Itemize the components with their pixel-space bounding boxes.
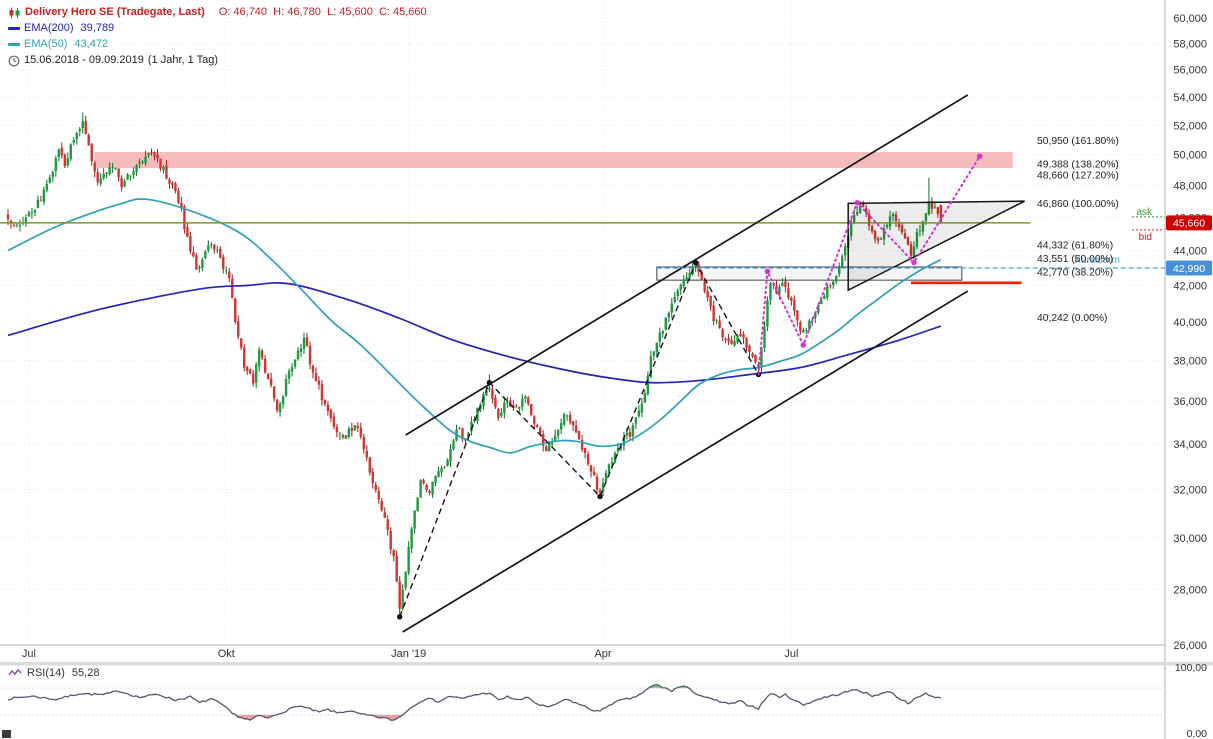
trend-channel-lower[interactable]	[402, 290, 969, 633]
y-axis-label: 44,000	[1173, 246, 1207, 258]
ema200-legend[interactable]: EMA(200) 39,789	[8, 21, 427, 36]
projection-node	[764, 268, 771, 275]
period-detail: (1 Jahr, 1 Tag)	[147, 54, 219, 66]
ask-label: ask	[1136, 207, 1153, 218]
fib-labels: 50,950 (161.80%) 49,388 (138.20%)48,660 (…	[1037, 136, 1119, 324]
fib-label: 42,770 (38.20%)	[1037, 267, 1113, 278]
y-axis-label: 56,000	[1173, 65, 1207, 77]
y-axis-label: 28,000	[1173, 585, 1207, 597]
zigzag-node	[396, 614, 403, 620]
y-axis-label: 40,000	[1173, 317, 1207, 329]
projection-node	[854, 200, 860, 206]
price-axis[interactable]: 60,000 58,000 56,000 54,000 52,000 50,000 48,0…	[1173, 13, 1207, 652]
x-axis-label: Jul	[22, 648, 36, 660]
x-axis-label: Apr	[594, 648, 611, 660]
fib-label: 49,388 (138.20%)	[1037, 159, 1119, 170]
y-axis-label: 54,000	[1173, 92, 1207, 104]
y-axis-label: 26,000	[1173, 640, 1207, 652]
y-axis-label: 48,000	[1173, 180, 1207, 192]
fib-label: 48,660 (127.20%)	[1037, 171, 1119, 182]
instrument-icon	[8, 7, 21, 19]
ema50-line	[7, 198, 942, 454]
y-axis-label: 52,000	[1173, 120, 1207, 132]
zigzag-node	[597, 493, 603, 500]
rsi-label: RSI(14)	[27, 667, 65, 679]
fib-label: 50,950 (161.80%)	[1037, 136, 1119, 147]
y-axis-label: 42,000	[1173, 281, 1207, 293]
y-axis-label: 34,000	[1173, 439, 1207, 451]
x-axis-label: Jul	[784, 648, 798, 660]
zigzag-node	[486, 379, 493, 386]
alarm-price-badge-text: 42,990	[1173, 263, 1205, 275]
y-axis-label: 38,000	[1173, 356, 1207, 368]
resistance-band	[94, 152, 1013, 169]
trend-channel-upper[interactable]	[405, 94, 969, 436]
instrument-row: Delivery Hero SE (Tradegate, Last) O: 46…	[8, 5, 427, 20]
y-axis-label: 60,000	[1173, 13, 1207, 25]
ema50-swatch-icon	[8, 43, 20, 46]
y-axis-label: 50,000	[1173, 150, 1207, 162]
last-price-badge-text: 45,660	[1173, 218, 1205, 230]
rsi-axis-top-label: 100,00	[1175, 662, 1207, 674]
last-price-badge	[1166, 215, 1212, 231]
projection-node	[800, 342, 807, 348]
ema50-label: EMA(50)	[24, 38, 68, 50]
instrument-title: Delivery Hero SE (Tradegate, Last)	[25, 6, 205, 18]
fib-label: 40,242 (0.00%)	[1037, 313, 1107, 324]
y-axis-label: 58,000	[1173, 38, 1207, 50]
projection-node	[977, 153, 983, 159]
panel-separator[interactable]	[0, 662, 1213, 666]
fib-label: 44,332 (61.80%)	[1037, 240, 1113, 251]
ohlc-values: O: 46,740 H: 46,780 L: 45,600 C: 45,660	[218, 6, 427, 18]
x-axis-labels[interactable]: Jul Okt Jan '19 Apr Jul	[22, 648, 799, 660]
ema200-value: 39,789	[80, 22, 115, 34]
rsi-axis-bottom-label: 0,00	[1187, 728, 1208, 739]
ema200-swatch-icon	[8, 27, 20, 30]
fib-label: 46,860 (100.00%)	[1037, 199, 1119, 210]
ema50-value: 43,472	[74, 38, 109, 50]
elliott-zigzag[interactable]	[399, 261, 760, 618]
zigzag-node	[693, 259, 699, 266]
x-axis-label: Jan '19	[391, 648, 426, 660]
fib-label: 43,551 (50.00%)	[1037, 254, 1113, 265]
ema50-legend[interactable]: EMA(50) 43,472	[8, 37, 427, 52]
period-range: 15.06.2018 - 09.09.2019	[24, 54, 144, 66]
ema200-label: EMA(200)	[24, 22, 74, 34]
alarm-label: Kursalarm	[1074, 255, 1120, 266]
clock-icon	[8, 55, 20, 67]
projection-node	[911, 259, 917, 266]
alarm-price-badge[interactable]	[1166, 260, 1212, 276]
rsi-legend[interactable]: RSI(14) 55,28	[8, 667, 99, 679]
rsi-line	[7, 683, 942, 721]
x-axis-label: Okt	[218, 648, 235, 660]
projection-path[interactable]	[757, 155, 981, 376]
y-axis-label: 30,000	[1173, 533, 1207, 545]
rsi-icon	[8, 668, 22, 678]
chart-legend: Delivery Hero SE (Tradegate, Last) O: 46…	[8, 5, 427, 69]
rsi-value: 55,28	[71, 667, 100, 679]
ema200-line	[7, 282, 942, 384]
y-axis-label: 32,000	[1173, 484, 1207, 496]
bid-label: bid	[1139, 232, 1152, 243]
panel-handle[interactable]	[2, 730, 11, 738]
consolidation-rectangle	[656, 266, 963, 281]
period-row[interactable]: 15.06.2018 - 09.09.2019 (1 Jahr, 1 Tag)	[8, 53, 427, 68]
y-axis-label: 36,000	[1173, 396, 1207, 408]
